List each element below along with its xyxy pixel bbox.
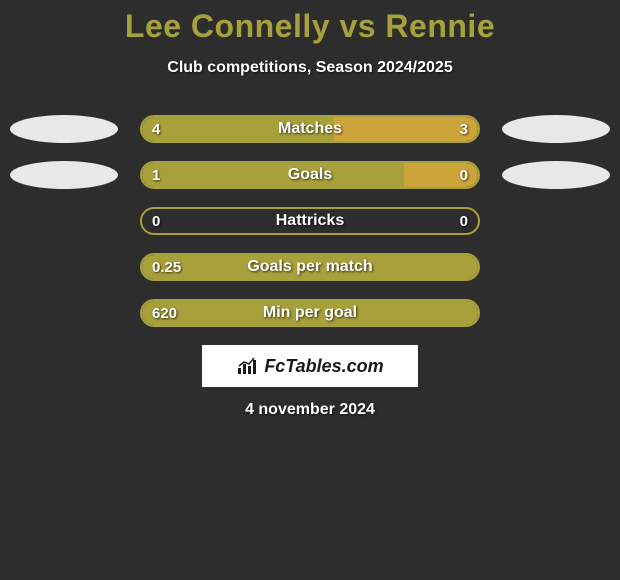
logo-badge: FcTables.com [202,345,418,387]
oval-spacer [10,253,118,281]
stat-label: Min per goal [142,301,478,325]
stat-bar: 00Hattricks [140,207,480,235]
player-right-oval [502,115,610,143]
oval-spacer [502,207,610,235]
stat-bar: 620Min per goal [140,299,480,327]
stat-row: 620Min per goal [0,299,620,327]
comparison-card: Lee Connelly vs Rennie Club competitions… [0,0,620,419]
stat-row: 43Matches [0,115,620,143]
stat-label: Goals per match [142,255,478,279]
date-label: 4 november 2024 [0,401,620,419]
oval-spacer [502,253,610,281]
stat-label: Goals [142,163,478,187]
page-title: Lee Connelly vs Rennie [0,8,620,45]
subtitle: Club competitions, Season 2024/2025 [0,59,620,77]
oval-spacer [10,299,118,327]
stat-label: Hattricks [142,209,478,233]
player-right-oval [502,161,610,189]
oval-spacer [10,207,118,235]
stat-bar: 0.25Goals per match [140,253,480,281]
oval-spacer [502,299,610,327]
player-left-oval [10,161,118,189]
stat-row: 00Hattricks [0,207,620,235]
stat-bar: 10Goals [140,161,480,189]
stat-row: 0.25Goals per match [0,253,620,281]
stat-label: Matches [142,117,478,141]
stats-list: 43Matches 10Goals 00Hattricks 0.25Goals per… [0,115,620,327]
chart-icon [236,356,260,376]
stat-bar: 43Matches [140,115,480,143]
stat-row: 10Goals [0,161,620,189]
logo-text: FcTables.com [264,356,383,377]
player-left-oval [10,115,118,143]
